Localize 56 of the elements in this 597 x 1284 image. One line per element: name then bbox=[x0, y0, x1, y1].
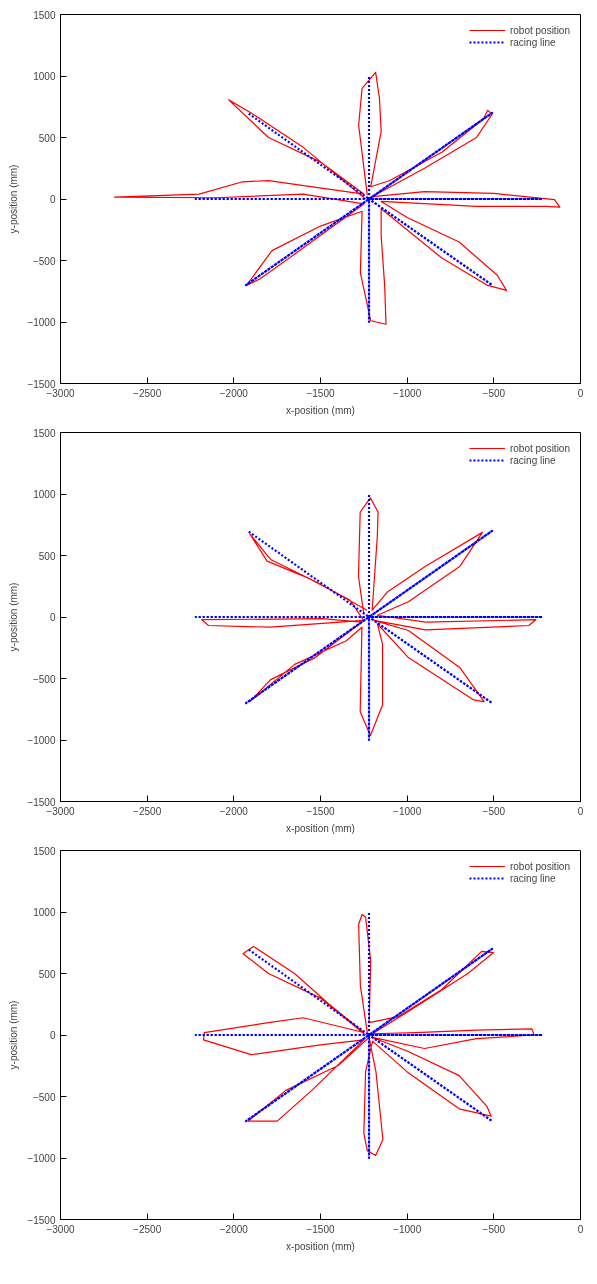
line-series bbox=[194, 74, 544, 324]
y-tick-label: −500 bbox=[32, 255, 56, 267]
y-tick-label: −1000 bbox=[27, 317, 56, 328]
y-tick-label: −1000 bbox=[27, 735, 56, 746]
x-tick-label: −2000 bbox=[219, 805, 249, 817]
legend-label: racing line bbox=[509, 36, 556, 48]
y-tick-label: 500 bbox=[38, 968, 56, 980]
x-axis-title: x-position (mm) bbox=[286, 404, 355, 416]
y-axis-title: y-position (mm) bbox=[8, 582, 20, 652]
y-tick-label: −1000 bbox=[27, 1153, 56, 1164]
y-tick-label: −1500 bbox=[27, 378, 56, 390]
y-tick-label: −500 bbox=[32, 1091, 56, 1103]
legend-label: robot position bbox=[509, 24, 570, 36]
x-tick-label: −2000 bbox=[219, 1223, 249, 1235]
x-axis-title: x-position (mm) bbox=[286, 1240, 355, 1252]
y-axis-title: y-position (mm) bbox=[8, 1000, 20, 1070]
x-tick-label: −1000 bbox=[393, 1223, 422, 1235]
y-axis-title: y-position (mm) bbox=[8, 164, 20, 234]
x-tick-label: 0 bbox=[577, 1223, 584, 1235]
x-tick-label: −1000 bbox=[393, 805, 422, 817]
x-tick-label: 0 bbox=[577, 387, 584, 399]
x-tick-label: −2000 bbox=[219, 387, 249, 399]
x-tick-label: 0 bbox=[577, 805, 584, 817]
y-tick-label: 500 bbox=[38, 550, 56, 562]
x-tick-label: −1500 bbox=[306, 805, 335, 817]
y-tick-label: 0 bbox=[49, 194, 56, 205]
y-tick-label: 0 bbox=[49, 1030, 56, 1041]
x-tick-label: −2500 bbox=[133, 387, 162, 399]
y-tick-label: −1500 bbox=[27, 1214, 56, 1226]
legend-label: racing line bbox=[509, 872, 556, 884]
x-tick-label: −1500 bbox=[306, 1223, 335, 1235]
x-tick-label: −2500 bbox=[133, 805, 162, 817]
x-tick-label: −500 bbox=[482, 805, 506, 817]
y-tick-label: 1500 bbox=[33, 427, 56, 439]
x-tick-label: −3000 bbox=[46, 805, 75, 817]
y-tick-label: −500 bbox=[32, 673, 56, 685]
y-tick-label: −1500 bbox=[27, 796, 56, 808]
y-tick-label: 1000 bbox=[33, 489, 56, 500]
y-tick-label: 1500 bbox=[33, 9, 56, 21]
x-tick-label: −500 bbox=[482, 387, 506, 399]
legend-label: robot position bbox=[509, 442, 570, 454]
x-tick-label: −2500 bbox=[133, 1223, 162, 1235]
legend-label: robot position bbox=[509, 860, 570, 872]
x-tick-label: −3000 bbox=[46, 387, 75, 399]
y-tick-label: 0 bbox=[49, 612, 56, 623]
x-tick-label: −3000 bbox=[46, 1223, 75, 1235]
x-tick-label: −1000 bbox=[393, 387, 422, 399]
x-tick-label: −1500 bbox=[306, 387, 335, 399]
y-tick-label: 1000 bbox=[33, 71, 56, 82]
y-tick-label: 1000 bbox=[33, 907, 56, 918]
x-axis-title: x-position (mm) bbox=[286, 822, 355, 834]
y-tick-label: 500 bbox=[38, 132, 56, 144]
x-tick-label: −500 bbox=[482, 1223, 506, 1235]
y-tick-label: 1500 bbox=[33, 845, 56, 857]
legend-label: racing line bbox=[509, 454, 556, 466]
line-series bbox=[113, 71, 561, 325]
